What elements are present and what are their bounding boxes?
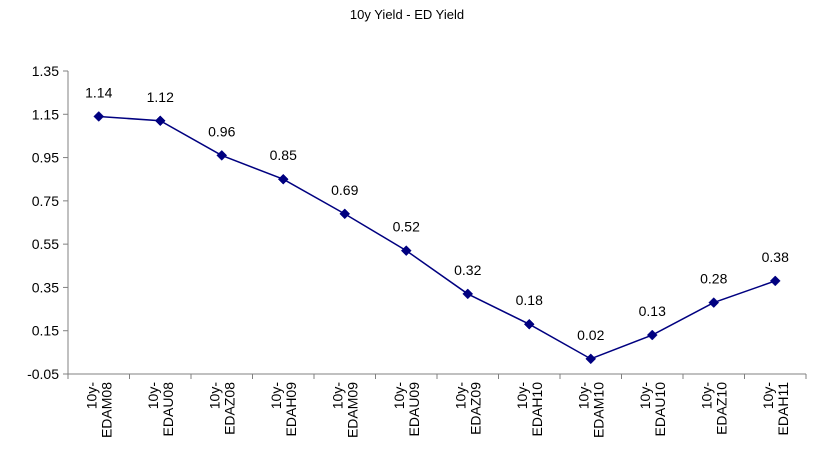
x-tick-label: 10y- EDAZ09 [452, 382, 483, 435]
x-tick-label-line: 10y- [452, 382, 468, 410]
x-tick-label-line: EDAZ08 [221, 382, 237, 435]
x-tick-label: 10y- EDAM08 [83, 382, 114, 438]
data-label: 1.14 [85, 84, 112, 100]
x-tick-label-line: EDAU10 [652, 382, 668, 437]
data-label: 0.18 [516, 292, 543, 308]
x-tick-label-line: EDAH09 [283, 382, 299, 437]
x-tick-label-line: EDAM08 [98, 382, 114, 438]
data-label: 1.12 [147, 89, 174, 105]
data-label: 0.38 [762, 249, 789, 265]
data-point [769, 275, 781, 287]
x-tick-label-line: 10y- [83, 382, 99, 410]
y-tick-label: 0.55 [32, 236, 59, 252]
x-tick-label-line: 10y- [698, 382, 714, 410]
data-point [400, 245, 412, 256]
x-tick-label-line: EDAH10 [529, 382, 545, 437]
x-tick-label-line: EDAM09 [344, 382, 360, 438]
x-tick-label-line: 10y- [575, 382, 591, 410]
x-tick-label: 10y- EDAU08 [145, 382, 176, 437]
x-tick-label: 10y- EDAU10 [637, 382, 668, 437]
data-point [708, 297, 720, 308]
data-label: 0.32 [454, 262, 481, 278]
x-tick-label-line: 10y- [206, 382, 222, 410]
x-tick-label-line: 10y- [760, 382, 776, 410]
x-tick-label: 10y- EDAU09 [391, 382, 422, 437]
series-group: 1.14 1.12 0.96 0.85 0.69 0.52 0.32 0.18 0.02 0.13… [85, 84, 789, 365]
x-tick-label-line: EDAH11 [775, 382, 791, 436]
data-point [216, 150, 228, 161]
data-label: 0.69 [331, 182, 358, 198]
x-tick-label: 10y- EDAZ10 [698, 382, 729, 435]
x-tick-label: 10y- EDAH09 [268, 382, 299, 437]
series-line [98, 115, 776, 360]
x-axis: 10y- EDAM08 10y- EDAU08 10y- EDAZ08 10y- EDAH09… [67, 373, 807, 438]
y-tick-label: -0.05 [27, 366, 59, 382]
x-tick-label-line: 10y- [637, 382, 653, 410]
y-tick-label: 1.35 [32, 63, 59, 79]
data-label: 0.52 [393, 219, 420, 235]
x-tick-label: 10y- EDAZ08 [206, 382, 237, 435]
data-label: 0.85 [270, 147, 297, 163]
x-tick-label-line: EDAM10 [590, 382, 606, 438]
data-label: 0.02 [577, 327, 604, 343]
y-tick-label: 0.15 [32, 323, 59, 339]
x-tick-label-line: EDAZ09 [467, 382, 483, 435]
y-tick-label: 0.95 [32, 150, 59, 166]
data-label: 0.13 [639, 303, 666, 319]
x-tick-label-line: 10y- [145, 382, 161, 410]
x-tick-label-line: EDAZ10 [713, 382, 729, 435]
x-tick-label: 10y- EDAH11 [760, 382, 791, 436]
x-tick-label-line: EDAU08 [160, 382, 176, 437]
x-tick-label-line: 10y- [268, 382, 284, 410]
chart-title: 10y Yield - ED Yield [350, 7, 464, 22]
y-axis: -0.05 0.15 0.35 0.55 0.75 0.95 1.15 1.35 [27, 63, 69, 382]
data-point [154, 115, 166, 127]
data-label: 0.96 [208, 123, 235, 139]
x-tick-label: 10y- EDAH10 [514, 382, 545, 437]
data-point [646, 329, 658, 341]
x-tick-label-line: 10y- [391, 382, 407, 410]
data-point [462, 288, 474, 300]
data-label: 0.28 [700, 271, 727, 287]
x-tick-label: 10y- EDAM10 [575, 382, 606, 438]
y-tick-label: 0.35 [32, 279, 59, 295]
x-tick-label: 10y- EDAM09 [329, 382, 360, 438]
data-point [277, 173, 289, 185]
x-tick-label-line: 10y- [514, 382, 530, 410]
x-tick-label-line: EDAU09 [406, 382, 422, 437]
data-point [339, 208, 351, 220]
x-tick-label-line: 10y- [329, 382, 345, 410]
data-point [523, 318, 535, 330]
y-tick-label: 1.15 [32, 106, 59, 122]
data-point [93, 111, 105, 122]
data-point [585, 353, 597, 365]
y-tick-label: 0.75 [32, 193, 59, 209]
